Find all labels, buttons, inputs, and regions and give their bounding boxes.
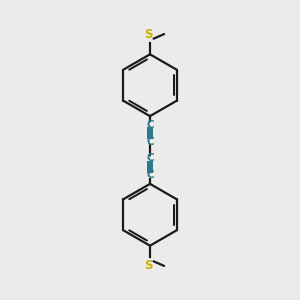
Text: C: C: [146, 170, 154, 180]
Text: C: C: [146, 120, 154, 130]
Text: S: S: [144, 259, 153, 272]
Text: C: C: [146, 154, 154, 164]
Text: S: S: [144, 28, 153, 41]
Text: C: C: [146, 136, 154, 146]
